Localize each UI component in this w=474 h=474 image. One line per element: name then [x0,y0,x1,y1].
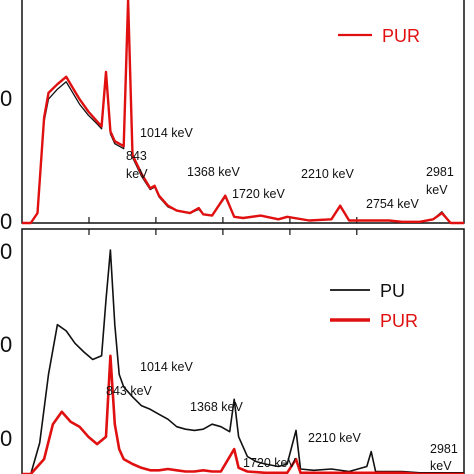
top-series-pur [22,0,464,225]
bottom-annotation-1368: 1368 keV [190,400,243,414]
bottom-annotation-843: 843 keV [106,384,153,398]
top-annotation-1014: 1014 keV [140,126,193,140]
bottom-annotation-2981-a: 2981 [430,442,458,456]
top-y-tick-label: 0 [0,86,12,111]
bottom-y-tick-label: 0 [0,332,12,357]
bottom-annotation-1720: 1720 keV [243,456,296,470]
bottom-series-group [22,249,464,474]
top-annotation-843-b: keV [126,167,148,181]
bottom-legend-pur-label: PUR [380,311,418,331]
bottom-annotation-2210: 2210 keV [308,431,361,445]
top-legend-pur-label: PUR [382,26,420,46]
bottom-series-pur [22,354,464,474]
bottom-legend-pu-label: PU [380,281,405,301]
bottom-y-tick-label: 0 [0,239,12,264]
bottom-annotation-2981-b: keV [430,459,452,473]
top-annotation-1368: 1368 keV [187,165,240,179]
top-series-group [22,0,464,225]
top-y-tick-label: 0 [0,209,12,234]
bottom-annotation-1014: 1014 keV [140,360,193,374]
top-annotation-2210: 2210 keV [301,167,354,181]
top-annotation-2981-a: 2981 [426,165,454,179]
bottom-panel: 0 0 0 PU PUR 1014 keV 843 keV 1368 keV 1… [0,228,465,474]
bottom-series-pu [22,249,464,474]
top-annotation-1720: 1720 keV [232,187,285,201]
bottom-x-ticks [88,229,358,235]
bottom-plot-area [21,228,465,474]
top-annotation-2981-b: keV [426,183,448,197]
top-plot-area [21,0,465,224]
top-annotation-843-a: 843 [126,149,147,163]
bottom-y-tick-label: 0 [0,426,12,451]
top-panel: 0 0 PUR 1014 keV 843 keV 1368 keV 1720 k… [0,0,465,234]
top-annotation-2754: 2754 keV [366,197,419,211]
